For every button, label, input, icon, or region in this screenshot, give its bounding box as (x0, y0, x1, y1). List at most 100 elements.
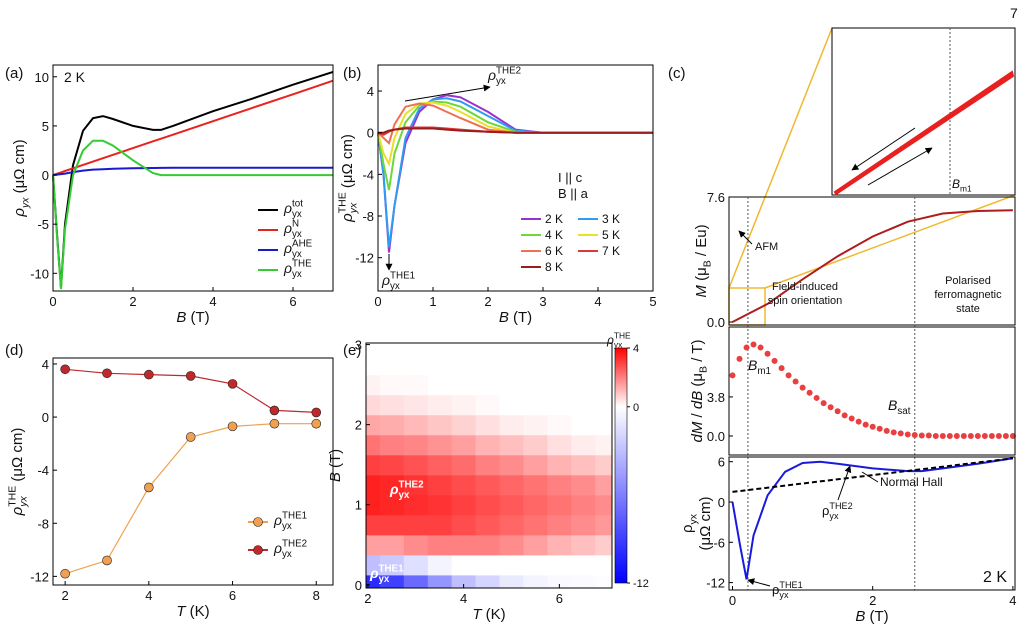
heatmap-cell (451, 343, 477, 356)
colorbar-tick-label: 4 (633, 343, 639, 355)
data-point (311, 407, 322, 418)
data-point (750, 341, 757, 348)
heatmap-cell (403, 514, 429, 536)
colorbar-label: ρyxTHE (606, 331, 631, 350)
heatmap-cell (451, 574, 477, 588)
text-part: yx (688, 513, 700, 524)
heatmap-cell (427, 534, 453, 556)
text-part: ρ (283, 260, 292, 276)
text-part: THE2 (496, 66, 521, 77)
heatmap-cell (366, 534, 381, 556)
data-point (988, 432, 995, 439)
legend-label: ρyxTHE1 (273, 511, 307, 533)
text-part: ρ (283, 200, 292, 216)
legend-label: ρyxtot (283, 199, 303, 221)
heatmap-cell (403, 574, 429, 588)
annotation: Bm1 (748, 357, 771, 377)
text-part: yx (282, 521, 292, 532)
text-part: / Eu) (693, 224, 710, 260)
heatmap-cell (403, 434, 429, 456)
heatmap-cell (595, 514, 612, 536)
heatmap-cell (499, 494, 525, 516)
heatmap-cell (595, 374, 612, 396)
heatmap-cell (571, 454, 596, 476)
data-point (60, 568, 70, 579)
y-tick-label: 3 (355, 338, 362, 353)
data-point (820, 400, 827, 407)
heatmap-cell (499, 514, 525, 536)
plot-frame (52, 357, 334, 586)
data-point (1002, 432, 1009, 439)
arrow (747, 578, 771, 587)
text-part: (T) (509, 309, 532, 326)
data-point (764, 350, 771, 357)
heatmap-cell (475, 534, 501, 556)
text-part: ρ (369, 565, 379, 581)
text-part: yx (348, 202, 360, 214)
y-tick-label: 0.0 (707, 315, 725, 330)
data-point (799, 384, 806, 391)
x-axis-label: T (K) (176, 603, 209, 620)
heatmap-cell (379, 574, 405, 588)
heatmap-cell (451, 434, 477, 456)
x-axis-label: B (T) (176, 309, 209, 326)
heatmap-cell (451, 454, 477, 476)
heatmap-cell (366, 494, 381, 516)
annotation: 2 K (64, 69, 86, 85)
heatmap-cell (427, 414, 453, 436)
heatmap-cell (475, 374, 501, 396)
panel-label: (b) (343, 65, 361, 82)
data-point (848, 415, 855, 422)
heatmap-cell (499, 454, 525, 476)
panel-label: (e) (343, 342, 361, 359)
text-part: m1 (757, 366, 771, 377)
y-tick-label: 4 (42, 357, 49, 372)
data-line (378, 127, 653, 134)
data-point (925, 432, 932, 439)
legend-label: 5 K (602, 228, 620, 242)
heatmap-cell (475, 554, 501, 576)
data-point (890, 429, 897, 436)
x-tick-label: 4 (145, 588, 152, 603)
data-point (911, 431, 918, 438)
heatmap-cell (595, 534, 612, 556)
heatmap-cell (451, 394, 477, 416)
data-point (185, 371, 196, 381)
text-part: state (956, 303, 980, 315)
y-tick-label: 7.6 (707, 190, 725, 205)
legend-label: ρyxAHE (283, 239, 313, 261)
text-part: THE1 (779, 580, 802, 590)
x-tick-label: 4 (594, 294, 601, 309)
text-part: spin orientation (768, 295, 843, 307)
heatmap-cell (451, 474, 477, 496)
data-point (883, 427, 890, 434)
text-part: dB (689, 391, 706, 409)
heatmap-cell (595, 343, 612, 356)
heatmap-cell (366, 394, 381, 416)
text-part: yx (390, 281, 400, 292)
page-number: 7 (1010, 5, 1018, 21)
text-part: (T) (186, 309, 209, 326)
heatmap-cell (595, 394, 612, 416)
text-part: B (952, 177, 960, 191)
heatmap-cell (427, 554, 453, 576)
text-part: yx (829, 511, 839, 521)
data-line (731, 457, 1014, 580)
arrow (404, 84, 491, 102)
x-tick-label: 2 (364, 591, 371, 606)
arrow (867, 147, 933, 186)
text-part: yx (20, 197, 32, 209)
x-tick-label: 8 (313, 588, 320, 603)
text-part: 2 K (983, 569, 1007, 586)
text-part: ρ (273, 512, 282, 528)
heatmap-cell (379, 374, 405, 396)
heatmap-cell (475, 474, 501, 496)
heatmap-cell (475, 394, 501, 416)
data-point (876, 425, 883, 432)
text-part: yx (398, 490, 409, 501)
y-tick-label: -12 (355, 251, 374, 266)
y-tick-label: 4 (367, 84, 374, 99)
text-part: ρ (679, 524, 696, 533)
y-tick-label: -4 (37, 463, 49, 478)
